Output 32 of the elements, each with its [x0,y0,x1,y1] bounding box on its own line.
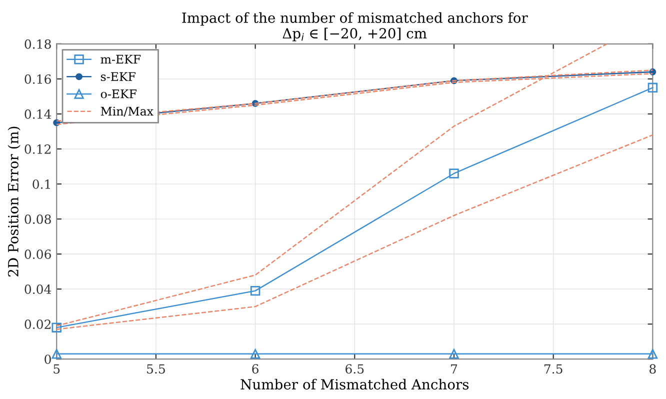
x-tick-label: 5 [54,364,60,374]
y-tick-label: 0.12 [24,144,51,154]
y-tick-label: 0.06 [24,250,51,259]
x-tick-label: 7.5 [544,364,562,374]
y-tick-label: 0.18 [24,39,51,49]
point [648,82,658,93]
y-tick-label: 0 [44,354,51,364]
point [250,348,260,359]
point [449,168,459,178]
chart-title: Impact of the number of mismatched anchors for Δp$_{i}$ ∈ [−20, +20] cm [182,12,528,42]
x-tick-label: 8 [650,364,656,374]
y-tick-label: 0.04 [24,284,52,294]
point [52,322,62,332]
y-tick-label: 0.02 [24,320,51,330]
point [52,348,62,359]
y-axis-title: 2D Position Error (m) [8,126,20,276]
point [449,348,459,359]
x-tick-label: 7 [451,364,458,374]
legend-label: Min/Max [100,106,154,117]
legend-label: m-EKF [100,54,141,64]
y-tick-label: 0.1 [32,179,50,189]
x-tick-label: 6.5 [346,364,364,374]
point [250,286,260,296]
x-axis-title: Number of Mismatched Anchors [240,378,469,390]
legend-label: o-EKF [100,90,137,98]
legend-label: s-EKF [100,72,136,81]
point [648,348,658,359]
x-tick-label: 6 [252,364,258,374]
y-tick-label: 0.08 [24,214,51,224]
y-tick-label: 0.14 [24,109,52,119]
y-tick-label: 0.16 [24,74,51,84]
x-tick-label: 5.5 [147,364,165,374]
